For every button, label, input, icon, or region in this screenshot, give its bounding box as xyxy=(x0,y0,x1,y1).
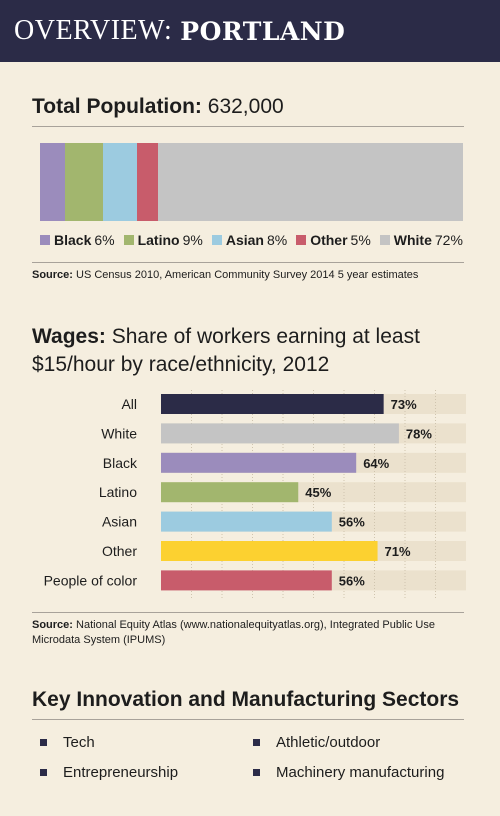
data-label: 71% xyxy=(385,544,411,559)
category-label: All xyxy=(121,396,137,412)
bar xyxy=(161,511,332,532)
wages-title-label: Wages: xyxy=(32,325,106,348)
bullet-square-icon xyxy=(253,769,260,776)
legend-item: Asian 8% xyxy=(211,232,288,248)
wages-title-line2: $15/hour by race/ethnicity, 2012 xyxy=(32,353,330,376)
sectors-divider xyxy=(32,719,464,720)
legend-label: Latino xyxy=(137,232,180,248)
legend-label: White xyxy=(393,232,432,248)
legend-item: Latino 9% xyxy=(123,232,203,248)
legend-swatch xyxy=(123,235,134,245)
category-label: Other xyxy=(102,543,137,559)
data-label: 73% xyxy=(391,397,417,412)
population-segment-latino xyxy=(65,143,104,221)
header-title-prefix: OVERVIEW: xyxy=(14,15,173,46)
population-segment-white xyxy=(158,143,463,221)
category-label: People of color xyxy=(44,572,138,588)
list-item: Entrepreneurship xyxy=(40,764,178,781)
legend-swatch xyxy=(296,235,307,245)
legend-label: Black xyxy=(54,232,92,248)
legend-label: Other xyxy=(310,232,348,248)
wages-title: Wages: Share of workers earning at least… xyxy=(32,323,420,379)
legend-swatch xyxy=(379,235,390,245)
bullet-square-icon xyxy=(40,769,47,776)
legend-item: Black 6% xyxy=(40,232,115,248)
list-item: Machinery manufacturing xyxy=(253,764,444,781)
category-label: Latino xyxy=(99,484,137,500)
population-title: Total Population: 632,000 xyxy=(32,95,284,119)
bar xyxy=(161,570,332,591)
category-label: Black xyxy=(103,455,138,471)
header-title-city: PORTLAND xyxy=(180,16,346,46)
population-label: Total Population: xyxy=(32,95,202,118)
category-label: White xyxy=(101,425,137,441)
legend-value: 8% xyxy=(266,232,288,248)
population-segment-asian xyxy=(103,143,138,221)
population-stacked-bar xyxy=(40,143,463,221)
page-header: OVERVIEW: PORTLAND xyxy=(0,0,500,62)
bar xyxy=(161,541,378,561)
wages-source-text-line2: Microdata System (IPUMS) xyxy=(32,634,166,646)
wages-source-text-line1: National Equity Atlas (www.nationalequit… xyxy=(76,619,435,631)
legend-item: Other 5% xyxy=(296,232,371,248)
sector-label: Entrepreneurship xyxy=(63,764,179,781)
sector-label: Athletic/outdoor xyxy=(276,734,381,751)
list-item: Athletic/outdoor xyxy=(253,734,380,751)
data-label: 45% xyxy=(305,485,331,500)
legend-item: White 72% xyxy=(379,232,463,248)
bar xyxy=(161,394,384,414)
wages-bar-chart: All 73% White 78% Black 64% Latino 45% Asian 56% O… xyxy=(44,390,466,600)
wages-title-line1: Share of workers earning at least xyxy=(111,325,420,348)
legend-value: 6% xyxy=(94,232,115,248)
bullet-square-icon xyxy=(253,739,260,746)
data-label: 64% xyxy=(363,456,389,471)
wages-source: Source: National Equity Atlas (www.natio… xyxy=(32,618,435,648)
population-segment-other xyxy=(137,143,159,221)
population-source: Source: US Census 2010, American Communi… xyxy=(32,268,418,283)
population-source-text: US Census 2010, American Community Surve… xyxy=(76,269,419,281)
legend-value: 9% xyxy=(182,232,203,248)
legend-label: Asian xyxy=(225,232,264,248)
bar xyxy=(161,423,399,444)
legend-value: 5% xyxy=(350,232,371,248)
wages-source-divider xyxy=(32,612,464,613)
bullet-square-icon xyxy=(40,739,47,746)
data-label: 56% xyxy=(339,573,365,588)
legend-swatch xyxy=(40,235,50,245)
sector-label: Tech xyxy=(63,734,95,751)
wages-source-label: Source: xyxy=(32,619,73,631)
data-label: 56% xyxy=(339,515,365,530)
list-item: Tech xyxy=(40,734,95,751)
population-source-divider xyxy=(32,262,464,263)
population-value: 632,000 xyxy=(207,95,284,118)
bar xyxy=(161,482,299,503)
legend-value: 72% xyxy=(434,232,463,248)
population-divider xyxy=(32,126,464,127)
population-source-label: Source: xyxy=(32,269,73,281)
category-label: Asian xyxy=(102,514,137,530)
population-segment-black xyxy=(40,143,66,221)
sector-label: Machinery manufacturing xyxy=(276,764,445,781)
sectors-title: Key Innovation and Manufacturing Sectors xyxy=(32,688,460,711)
legend-swatch xyxy=(211,235,222,245)
bar xyxy=(161,452,357,473)
data-label: 78% xyxy=(406,426,432,441)
population-legend: Black 6% Latino 9% Asian 8% Other 5% White 72% xyxy=(40,232,480,248)
